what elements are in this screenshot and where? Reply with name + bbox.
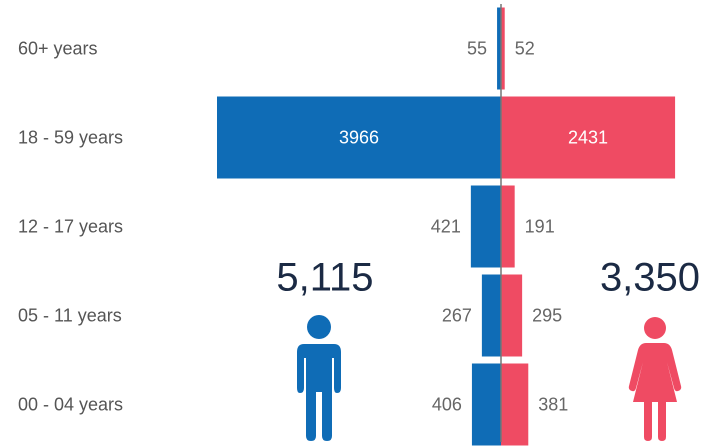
value-label: 52 [515, 38, 535, 58]
bar [501, 96, 676, 179]
value-label: 421 [431, 216, 461, 236]
category-label: 00 - 04 years [18, 394, 123, 414]
value-label: 191 [525, 216, 555, 236]
total-label: 5,115 [276, 256, 373, 300]
bar [501, 274, 523, 357]
icons [297, 315, 682, 441]
value-label: 3966 [339, 127, 379, 147]
female-icon [628, 317, 682, 441]
category-label: 60+ years [18, 38, 98, 58]
category-label: 05 - 11 years [18, 305, 122, 325]
value-label: 295 [532, 305, 562, 325]
value-label: 2431 [568, 127, 608, 147]
bar [501, 363, 529, 446]
bar [501, 185, 515, 268]
category-label: 12 - 17 years [18, 216, 123, 236]
bar [471, 363, 501, 446]
bar [481, 274, 501, 357]
value-label: 267 [442, 305, 472, 325]
bar [217, 96, 501, 179]
value-label: 381 [538, 394, 568, 414]
value-label: 406 [432, 394, 462, 414]
category-label: 18 - 59 years [18, 127, 123, 147]
value-label: 55 [467, 38, 487, 58]
bar [497, 7, 501, 90]
bar [470, 185, 501, 268]
bar [501, 7, 505, 90]
male-icon [297, 315, 341, 441]
total-label: 3,350 [600, 256, 700, 300]
